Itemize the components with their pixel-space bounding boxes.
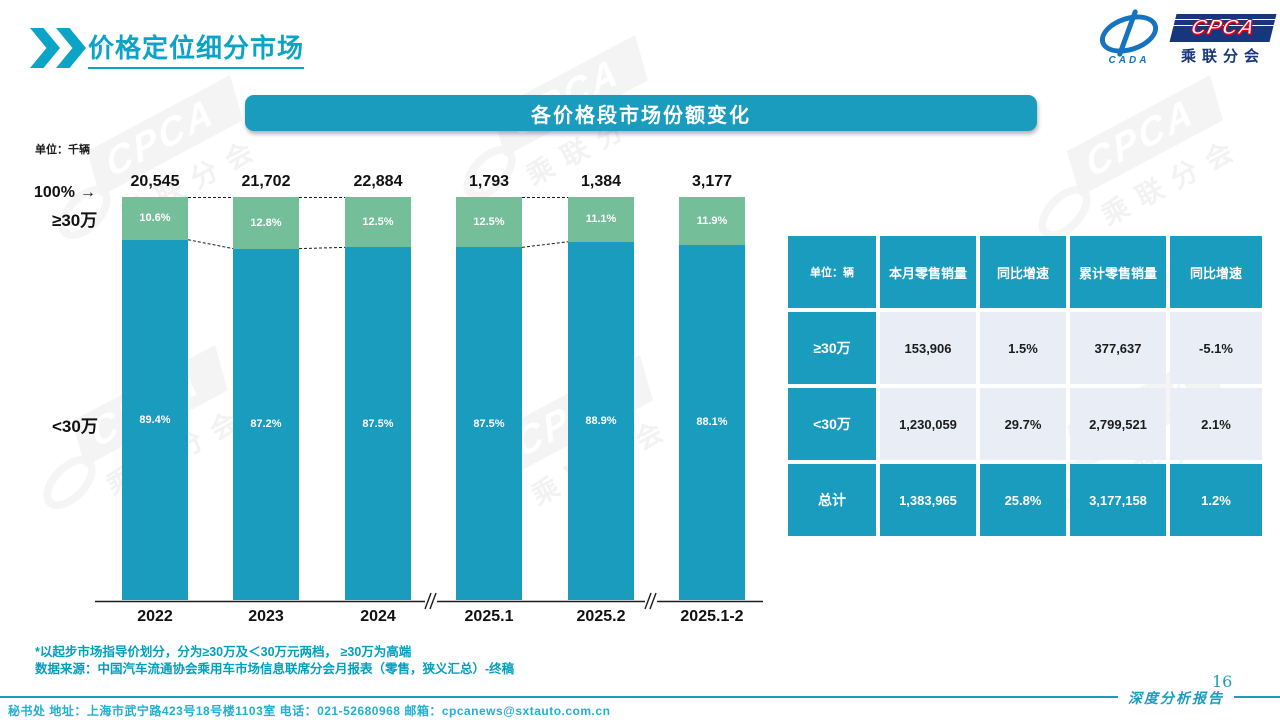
cada-logo: CADA (1093, 7, 1165, 66)
table-data-cell: 1,383,965 (880, 464, 976, 536)
cada-label: CADA (1108, 55, 1150, 66)
x-axis-tick-label: 2025.1-2 (680, 608, 744, 625)
x-axis-tick-label: 2025.1 (464, 608, 514, 625)
x-axis-tick-label: 2023 (248, 608, 284, 625)
table-data-cell: 153,906 (880, 312, 976, 384)
table-header-cell: 同比增速 (1170, 236, 1262, 308)
table-data-cell: 2.1% (1170, 388, 1262, 460)
arrow-icon: → (79, 184, 96, 201)
chart-title-banner: 各价格段市场份额变化 (245, 95, 1037, 131)
x-axis-tick-label: 2024 (360, 608, 396, 625)
segment-high: 12.5% (345, 197, 411, 248)
footer-divider (0, 696, 1280, 698)
org-label: 乘联分会 (1180, 48, 1265, 65)
table-data-cell: 2,799,521 (1070, 388, 1166, 460)
table-header-cell: 同比增速 (980, 236, 1066, 308)
segment-low: 87.2% (233, 248, 299, 600)
bar-total-label: 21,702 (241, 173, 291, 190)
stacked-bar: 1,384 11.1% 88.9% (568, 173, 634, 600)
table-data-cell: 377,637 (1070, 312, 1166, 384)
chart-unit-label: 单位：千辆 (35, 144, 90, 156)
stacked-bar: 3,177 11.9% 88.1% (679, 173, 745, 600)
cpca-label: CPCA (1188, 16, 1258, 40)
footer-contact: 秘书处 地址：上海市武宁路423号18号楼1103室 电话：021-526809… (8, 704, 611, 718)
footnote-source: 数据来源：中国汽车流通协会乘用车市场信息联席分会月报表（零售，狭义汇总）-终稿 (35, 662, 515, 676)
series-label-low: <30万 (52, 417, 98, 436)
report-label: 深度分析报告 (1118, 688, 1234, 708)
cpca-wordmark: CPCA 乘联分会 (1169, 14, 1277, 66)
table-row-label: <30万 (788, 388, 876, 460)
title-chevron-icon (30, 28, 86, 68)
bar-total-label: 20,545 (130, 173, 180, 190)
bar-total-label: 1,793 (468, 173, 510, 190)
cpca-logo: CADA CPCA 乘联分会 (1093, 7, 1277, 66)
segment-high: 10.6% (122, 197, 188, 240)
table-data-cell: 3,177,158 (1070, 464, 1166, 536)
x-axis-tick-label: 2025.2 (576, 608, 626, 625)
table-row-label: ≥30万 (788, 312, 876, 384)
page-title: 价格定位细分市场 (88, 28, 305, 69)
table-data-cell: 25.8% (980, 464, 1066, 536)
series-label-high: ≥30万 (52, 211, 98, 230)
pct-axis-label: 100% → (34, 184, 96, 201)
bar-total-label: 22,884 (353, 173, 403, 190)
segment-low: 88.9% (568, 241, 634, 600)
table-header-cell: 累计零售销量 (1070, 236, 1166, 308)
cada-swoosh-icon (1094, 7, 1164, 61)
chevron-icon (30, 28, 60, 68)
page-number: 16 (1212, 672, 1233, 691)
table-data-cell: 1.2% (1170, 464, 1262, 536)
stacked-bar: 21,702 12.8% 87.2% (233, 173, 299, 600)
segment-high: 11.1% (568, 197, 634, 242)
table-data-cell: -5.1% (1170, 312, 1262, 384)
bar-total-label: 1,384 (580, 173, 622, 190)
x-axis-tick-label: 2022 (137, 608, 173, 625)
segment-high: 11.9% (679, 197, 745, 245)
table-header-cell: 单位：辆 (788, 236, 876, 308)
segment-high: 12.8% (233, 197, 299, 249)
segment-low: 87.5% (345, 247, 411, 600)
table-data-cell: 1,230,059 (880, 388, 976, 460)
stacked-bar: 20,545 10.6% 89.4% (122, 173, 188, 600)
stacked-bar: 1,793 12.5% 87.5% (456, 173, 522, 600)
table-row-label: 总计 (788, 464, 876, 536)
segment-low: 88.1% (679, 244, 745, 600)
segment-low: 89.4% (122, 239, 188, 600)
stacked-bar: 22,884 12.5% 87.5% (345, 173, 411, 600)
segment-high: 12.5% (456, 197, 522, 248)
footnote-definition: *以起步市场指导价划分，分为≥30万及＜30万元两档， ≥30万为高端 (35, 645, 412, 659)
table-data-cell: 1.5% (980, 312, 1066, 384)
segment-table: 单位：辆 本月零售销量 同比增速 累计零售销量 同比增速 ≥30万 153,906 1.5% 3… (788, 236, 1262, 536)
table-data-cell: 29.7% (980, 388, 1066, 460)
segment-low: 87.5% (456, 247, 522, 600)
bar-total-label: 3,177 (691, 173, 733, 190)
cpca-plate: CPCA (1169, 14, 1277, 42)
table-header-cell: 本月零售销量 (880, 236, 976, 308)
chevron-icon (56, 28, 86, 68)
